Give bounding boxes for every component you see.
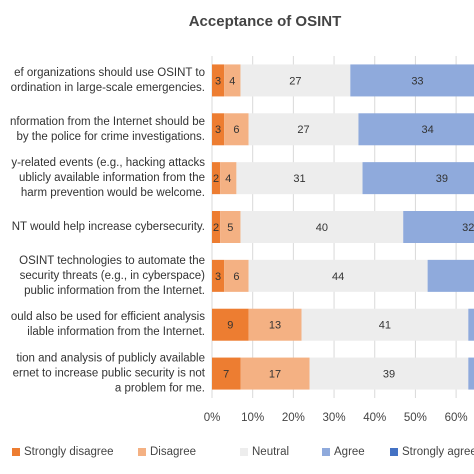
category-line: public information from the Internet. xyxy=(24,285,205,297)
bar-value-label: 31 xyxy=(293,173,305,185)
legend-label: Disagree xyxy=(150,446,196,458)
legend-label: Strongly disagree xyxy=(24,446,114,458)
bar-segment xyxy=(240,64,351,97)
category-line: tion and analysis of publicly available xyxy=(16,353,205,365)
bar-segment xyxy=(240,211,404,243)
bar-value-label: 3 xyxy=(215,271,221,283)
bar-segment xyxy=(212,64,225,97)
bar-segment xyxy=(236,162,363,195)
bar-segment xyxy=(358,113,474,146)
x-tick-label: 40% xyxy=(363,412,386,424)
bar-value-label: 27 xyxy=(289,75,301,87)
category-line: a problem for me. xyxy=(115,383,205,395)
bar-segment xyxy=(248,308,302,341)
bar-segment xyxy=(224,259,249,292)
bar-value-label: 5 xyxy=(227,222,233,234)
bar-segment xyxy=(224,113,249,146)
bar-segment xyxy=(212,259,225,292)
category-label: ould also be used for efficient analysis… xyxy=(11,311,205,338)
bar-value-label: 3 xyxy=(215,75,221,87)
bar-value-label: 6 xyxy=(233,124,239,136)
legend-label: Agree xyxy=(334,446,365,458)
legend-swatch xyxy=(322,448,330,456)
bar-segment xyxy=(212,113,225,146)
bar-value-label: 4 xyxy=(229,75,235,87)
legend-swatch xyxy=(390,448,398,456)
category-line: harm prevention would be welcome. xyxy=(21,187,205,199)
bar-value-label: 2 xyxy=(213,222,219,234)
category-label: OSINT technologies to automate the securi… xyxy=(19,255,205,297)
category-line: ublicly available information from the xyxy=(19,172,205,184)
category-line: by the police for crime investigations. xyxy=(16,131,205,143)
bar-segment xyxy=(468,308,474,341)
category-line: nformation from the Internet should be xyxy=(10,116,205,128)
bar-value-label: 39 xyxy=(436,173,448,185)
category-label: y-related events (e.g., hacking attacks u… xyxy=(11,157,205,199)
bar-value-label: 40 xyxy=(316,222,328,234)
bar-value-label: 34 xyxy=(421,124,433,136)
bar-value-label: 41 xyxy=(379,320,391,332)
bar-segment xyxy=(212,308,249,341)
bar-value-label: 6 xyxy=(233,271,239,283)
category-line: OSINT technologies to automate the xyxy=(19,255,205,267)
legend-label: Neutral xyxy=(252,446,289,458)
category-label: nformation from the Internet should be by… xyxy=(10,116,205,143)
bar-segment xyxy=(468,357,474,390)
bar-value-label: 44 xyxy=(332,271,344,283)
category-line: y-related events (e.g., hacking attacks xyxy=(11,157,205,169)
bar-value-label: 2 xyxy=(213,173,219,185)
bar-segment xyxy=(212,357,241,390)
category-label: ef organizations should use OSINT to ordi… xyxy=(11,67,205,94)
category-line: ernet to increase public security is not xyxy=(13,368,206,380)
category-label: NT would help increase cybersecurity. xyxy=(12,221,205,233)
bar-value-label: 3 xyxy=(215,124,221,136)
bar-segment xyxy=(248,259,428,292)
x-tick-label: 20% xyxy=(282,412,305,424)
bar-value-label: 7 xyxy=(223,368,229,380)
bar-segment xyxy=(212,211,221,243)
bar-segment xyxy=(301,308,469,341)
bar-value-label: 33 xyxy=(411,75,423,87)
bar-segment xyxy=(220,162,237,195)
x-tick-label: 50% xyxy=(404,412,427,424)
bar-value-label: 27 xyxy=(297,124,309,136)
category-line: ordination in large-scale emergencies. xyxy=(11,82,205,94)
bar-value-label: 9 xyxy=(227,320,233,332)
bar-value-label: 39 xyxy=(383,368,395,380)
x-tick-label: 60% xyxy=(445,412,468,424)
category-line: security threats (e.g., in cyberspace) xyxy=(20,270,206,282)
bar-segment xyxy=(350,64,474,97)
x-tick-label: 30% xyxy=(323,412,346,424)
bar-segment xyxy=(427,259,474,292)
category-line: NT would help increase cybersecurity. xyxy=(12,221,205,233)
legend-swatch xyxy=(12,448,20,456)
bar-segment xyxy=(240,357,310,390)
category-line: ef organizations should use OSINT to xyxy=(14,67,205,79)
legend-swatch xyxy=(138,448,146,456)
bar-segment xyxy=(362,162,474,195)
bar-segment xyxy=(309,357,469,390)
legend-swatch xyxy=(240,448,248,456)
bar-segment xyxy=(212,162,221,195)
bar-segment xyxy=(224,64,241,97)
x-tick-label: 10% xyxy=(241,412,264,424)
bar-value-label: 13 xyxy=(269,320,281,332)
category-line: ilable information from the Internet. xyxy=(27,326,205,338)
category-line: ould also be used for efficient analysis xyxy=(11,311,205,323)
bar-value-label: 17 xyxy=(269,368,281,380)
bar-segment xyxy=(248,113,359,146)
bar-segment xyxy=(220,211,241,243)
bar-segment xyxy=(403,211,474,243)
legend-label: Strongly agree xyxy=(402,446,474,458)
bar-value-label: 32 xyxy=(462,222,474,234)
bar-value-label: 4 xyxy=(225,173,231,185)
x-tick-label: 0% xyxy=(204,412,221,424)
chart-title: Acceptance of OSINT xyxy=(189,13,342,30)
category-label: tion and analysis of publicly available e… xyxy=(13,353,206,395)
